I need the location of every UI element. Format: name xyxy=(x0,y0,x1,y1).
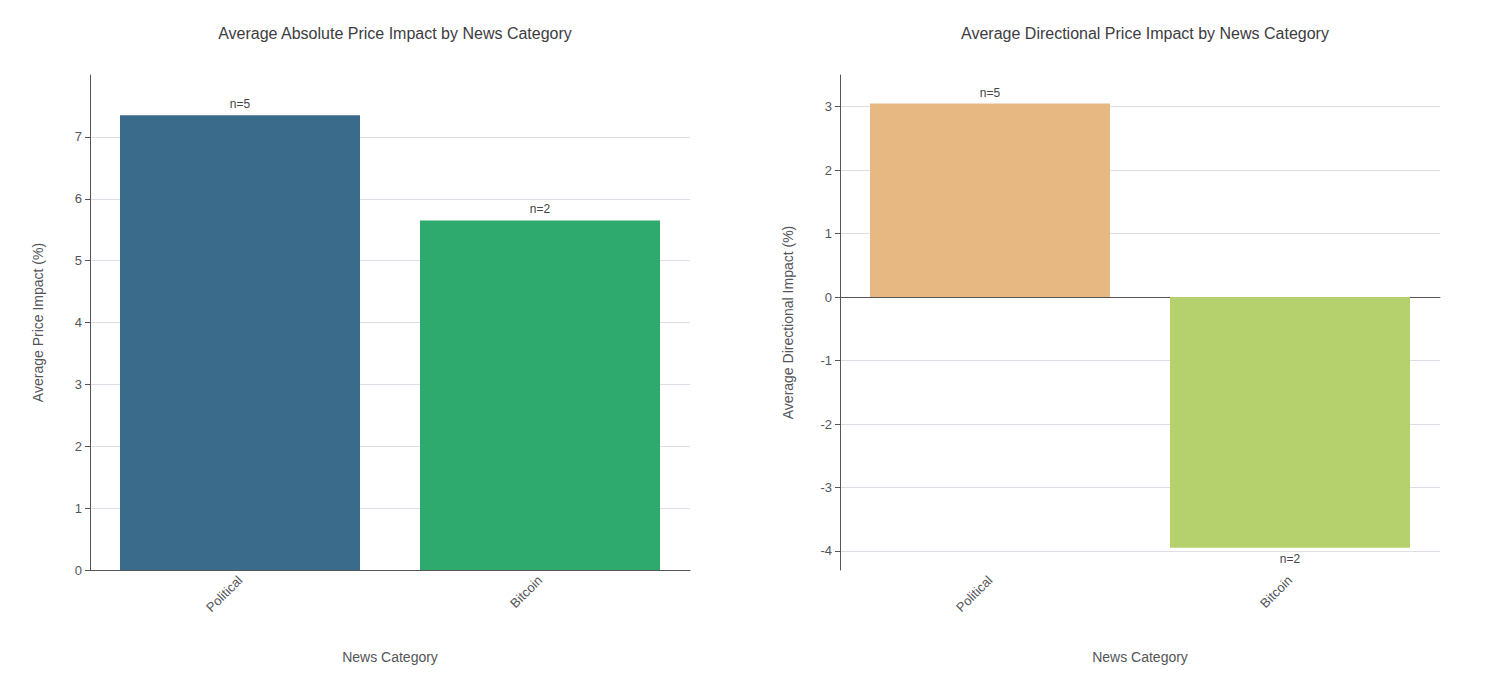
svg-text:3: 3 xyxy=(825,99,832,114)
svg-text:6: 6 xyxy=(75,191,82,206)
svg-text:-1: -1 xyxy=(820,353,832,368)
svg-text:3: 3 xyxy=(75,377,82,392)
svg-text:-4: -4 xyxy=(820,543,832,558)
svg-text:-3: -3 xyxy=(820,480,832,495)
svg-text:1: 1 xyxy=(825,226,832,241)
svg-text:Average Directional Impact (%): Average Directional Impact (%) xyxy=(780,226,796,419)
svg-text:News Category: News Category xyxy=(1092,649,1188,665)
svg-text:News Category: News Category xyxy=(342,649,438,665)
svg-text:n=5: n=5 xyxy=(980,86,1001,100)
svg-text:4: 4 xyxy=(75,315,82,330)
svg-text:Bitcoin: Bitcoin xyxy=(507,573,545,611)
svg-text:n=5: n=5 xyxy=(230,97,251,111)
svg-text:0: 0 xyxy=(825,290,832,305)
svg-text:1: 1 xyxy=(75,501,82,516)
svg-text:5: 5 xyxy=(75,253,82,268)
svg-text:Average Directional Price Impa: Average Directional Price Impact by News… xyxy=(961,25,1329,42)
svg-text:n=2: n=2 xyxy=(1280,552,1301,566)
svg-text:n=2: n=2 xyxy=(530,202,551,216)
svg-text:7: 7 xyxy=(75,129,82,144)
svg-text:-2: -2 xyxy=(820,417,832,432)
svg-text:Political: Political xyxy=(203,573,245,615)
svg-text:0: 0 xyxy=(75,563,82,578)
svg-text:Average Absolute Price Impact: Average Absolute Price Impact by News Ca… xyxy=(218,25,572,42)
svg-text:2: 2 xyxy=(75,439,82,454)
svg-text:2: 2 xyxy=(825,163,832,178)
svg-text:Average Price Impact (%): Average Price Impact (%) xyxy=(30,243,46,402)
svg-text:Bitcoin: Bitcoin xyxy=(1257,573,1295,611)
svg-text:Political: Political xyxy=(953,573,995,615)
